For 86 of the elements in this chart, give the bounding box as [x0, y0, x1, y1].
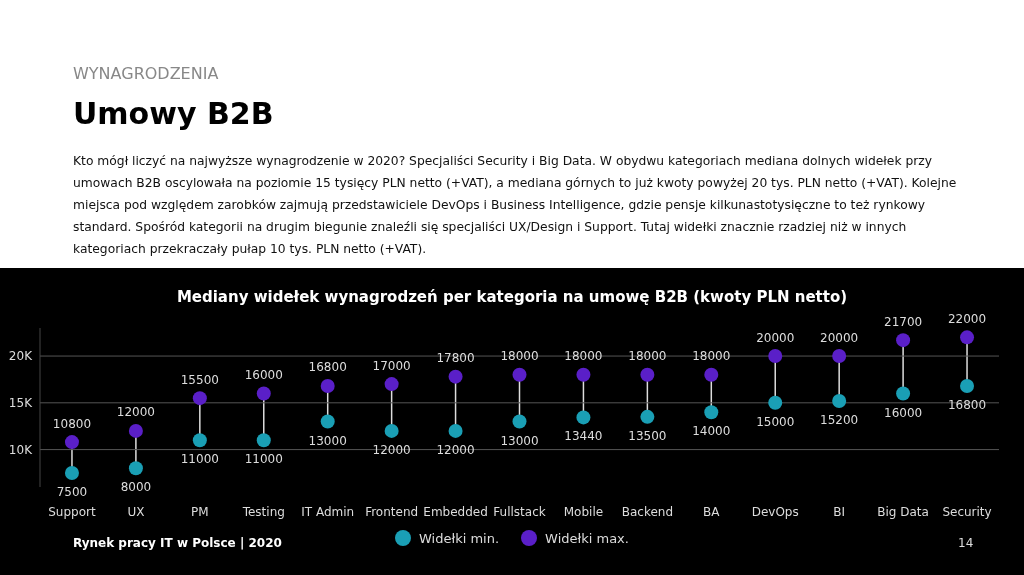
point	[512, 367, 527, 382]
x-tick-label: Backend	[621, 504, 674, 519]
x-tick-label: Mobile	[563, 504, 604, 519]
point	[320, 378, 335, 393]
data-label: 18000	[564, 349, 603, 364]
data-label: 22000	[947, 311, 987, 326]
point	[448, 369, 463, 384]
point	[960, 378, 975, 393]
data-label: 16000	[884, 405, 923, 420]
data-label: 16800	[308, 360, 347, 375]
chart-title: Mediany widełek wynagrodzeń per kategoria na umowę B2B (kwoty PLN netto)	[175, 288, 849, 306]
x-tick-label: Support	[48, 504, 96, 519]
data-label: 10800	[52, 416, 92, 431]
data-label: 17000	[372, 358, 411, 373]
data-label: 7500	[56, 485, 88, 499]
point	[832, 349, 847, 364]
legend-label: Widełki max.	[544, 530, 629, 546]
data-label: 16000	[244, 367, 283, 382]
data-label: 12000	[372, 442, 411, 457]
point	[960, 330, 975, 345]
point	[256, 386, 271, 401]
text: Umowy B2B	[73, 96, 274, 131]
text: Rynek pracy IT w Polsce | 2020	[73, 536, 282, 550]
point	[192, 433, 207, 448]
data-label: 18000	[500, 349, 539, 364]
data-label: 20000	[820, 330, 859, 345]
point	[384, 423, 399, 438]
x-tick-label: Frontend	[365, 504, 419, 519]
text: 14	[958, 536, 974, 550]
point	[704, 367, 719, 382]
x-tick-label: Fullstack	[493, 504, 546, 519]
point	[640, 409, 655, 424]
point	[704, 405, 719, 420]
data-label: 16800	[947, 398, 987, 413]
point	[896, 386, 911, 401]
point	[512, 414, 527, 429]
point	[832, 393, 847, 408]
data-label: 11000	[180, 452, 219, 467]
data-label: 18000	[628, 349, 667, 364]
point	[128, 423, 143, 438]
point	[384, 377, 399, 392]
point	[576, 410, 591, 425]
data-label: 15000	[756, 414, 795, 429]
data-label: 21700	[884, 314, 923, 329]
data-label: 13500	[628, 428, 667, 443]
point	[64, 465, 79, 480]
x-tick-label: BA	[703, 504, 721, 519]
data-label: 13000	[308, 433, 347, 448]
data-label: 18000	[692, 349, 731, 364]
legend-label: Widełki min.	[418, 530, 500, 546]
point	[896, 333, 911, 348]
x-tick-label: Big Data	[877, 504, 929, 519]
point	[448, 423, 463, 438]
data-label: 8000	[120, 480, 152, 495]
point	[192, 391, 207, 406]
data-label: 15500	[180, 372, 219, 387]
text: WYNAGRODZENIA	[73, 64, 219, 83]
x-tick-label: Security	[942, 504, 992, 519]
x-tick-label: BI	[833, 504, 846, 519]
y-tick-label: 20K	[8, 349, 34, 364]
point	[64, 435, 79, 450]
data-label: 11000	[244, 452, 283, 467]
point	[768, 349, 783, 364]
point	[320, 414, 335, 429]
x-tick-label: DevOps	[751, 504, 799, 519]
x-tick-label: PM	[191, 504, 209, 519]
text: Kto mógł liczyć na najwyższe wynagrodzenie w 2020? Specjaliści Security i Big Data. W obydwu kategoriach mediana dolnych widełek przy umowach B2B oscylowała na poziomie 15 tysięcy PLN netto (+VAT), a mediana górnych to już kwoty powyżej 20 tys. PLN netto (+VAT). Kolejne miejsca pod względem zarobków zajmują przedstawiciele DevOps i Business Intelligence, gdzie pensje kilkunastotysięczne to też rynkowy standard. Spośród kategorii na drugim biegunie znaleźli się specjaliści UX/Design i Support. Tutaj widełki znacznie rzadziej niż w innych kategoriach przekraczały pułap 10 tys. PLN netto (+VAT).	[73, 153, 958, 258]
data-label: 12000	[116, 405, 155, 420]
point	[576, 367, 591, 382]
x-tick-label: UX	[127, 504, 145, 519]
data-label: 13440	[564, 429, 603, 444]
y-tick-label: 15K	[8, 396, 34, 411]
point	[256, 433, 271, 448]
data-label: 17800	[436, 351, 475, 366]
data-label: 13000	[500, 433, 539, 448]
data-label: 14000	[692, 424, 731, 439]
point	[640, 367, 655, 382]
data-label: 15200	[820, 412, 859, 427]
data-label: 12000	[436, 442, 475, 457]
x-tick-label: Embedded	[423, 504, 488, 519]
point	[128, 461, 143, 476]
data-label: 20000	[756, 330, 795, 345]
y-tick-label: 10K	[8, 442, 34, 457]
x-tick-label: Testing	[241, 504, 285, 519]
point	[768, 395, 783, 410]
x-tick-label: IT Admin	[301, 504, 355, 519]
